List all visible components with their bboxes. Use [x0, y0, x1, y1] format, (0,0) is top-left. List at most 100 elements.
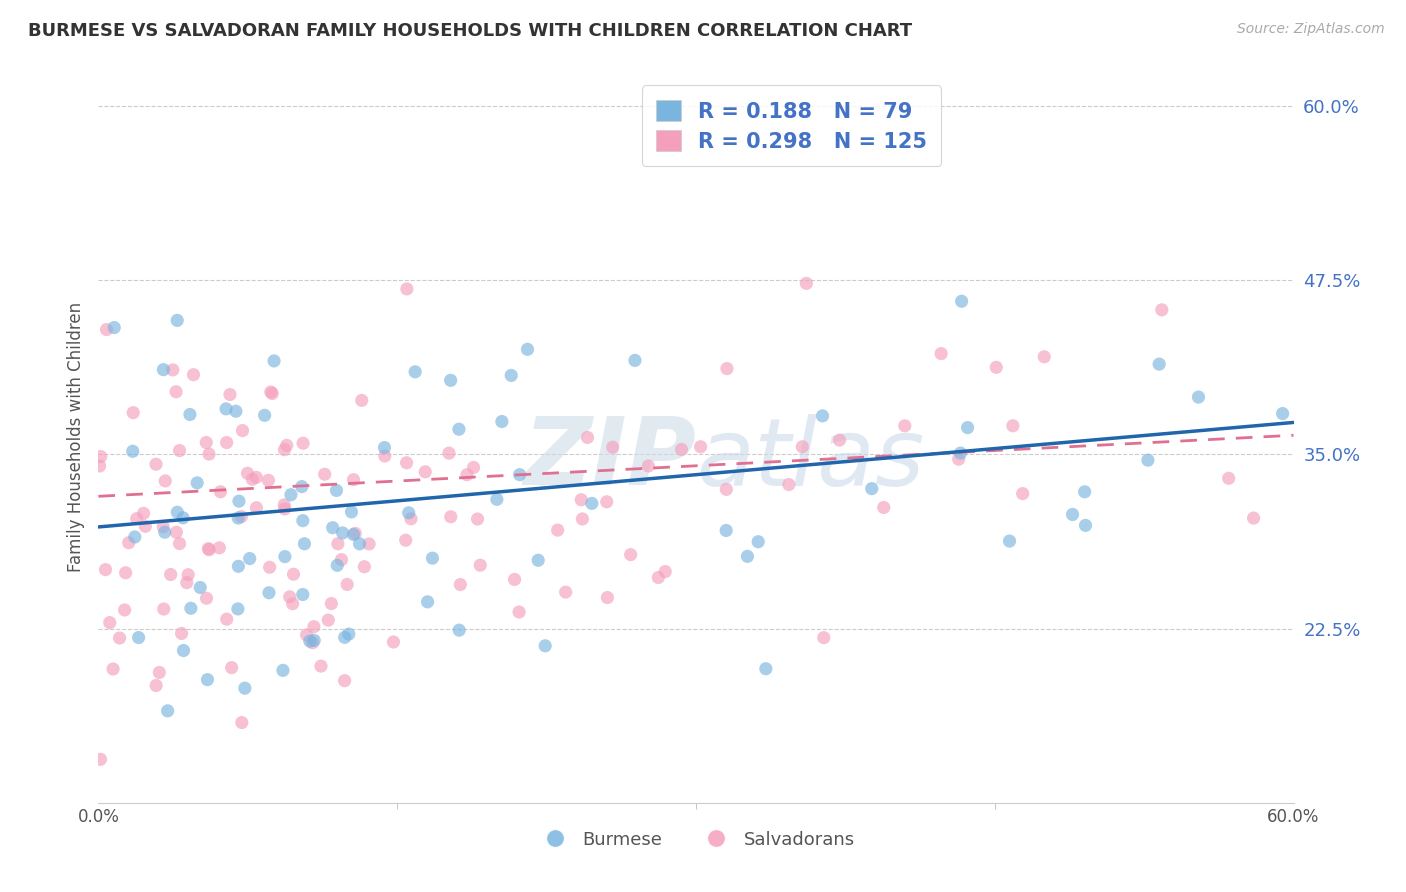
Point — [1011, 486, 1033, 500]
Point — [197, 673, 219, 687]
Point — [714, 524, 737, 538]
Point — [534, 639, 557, 653]
Point — [399, 512, 422, 526]
Point — [145, 457, 167, 471]
Point — [263, 354, 285, 368]
Point — [122, 406, 145, 420]
Point — [813, 631, 835, 645]
Point — [276, 438, 298, 452]
Point — [208, 541, 231, 555]
Point — [796, 277, 818, 291]
Text: atlas: atlas — [696, 414, 924, 505]
Point — [440, 373, 463, 387]
Point — [179, 408, 201, 422]
Point — [114, 566, 136, 580]
Point — [197, 541, 219, 556]
Point — [620, 548, 643, 562]
Point — [226, 511, 249, 525]
Point — [747, 534, 769, 549]
Point — [416, 595, 439, 609]
Point — [337, 627, 360, 641]
Point — [273, 498, 295, 512]
Point — [132, 507, 155, 521]
Point — [349, 537, 371, 551]
Point — [321, 597, 343, 611]
Point — [333, 673, 356, 688]
Point — [637, 458, 659, 473]
Point — [240, 472, 263, 486]
Point — [1062, 508, 1084, 522]
Point — [950, 294, 973, 309]
Point — [509, 467, 531, 482]
Point — [373, 441, 395, 455]
Point — [153, 525, 176, 540]
Point — [89, 752, 111, 766]
Point — [166, 313, 188, 327]
Point — [332, 526, 354, 541]
Point — [148, 665, 170, 680]
Point — [581, 496, 603, 510]
Point — [134, 519, 156, 533]
Point — [811, 409, 834, 423]
Point — [118, 535, 141, 549]
Point — [195, 435, 218, 450]
Point — [172, 643, 194, 657]
Point — [828, 433, 851, 447]
Point — [447, 422, 470, 436]
Point — [353, 559, 375, 574]
Point — [395, 282, 418, 296]
Point — [1073, 484, 1095, 499]
Point — [491, 415, 513, 429]
Point — [986, 360, 1008, 375]
Point — [280, 488, 302, 502]
Point — [257, 473, 280, 487]
Point — [949, 446, 972, 460]
Point — [463, 460, 485, 475]
Point — [956, 420, 979, 434]
Point — [1147, 357, 1170, 371]
Point — [929, 346, 952, 360]
Point — [98, 615, 121, 630]
Point — [344, 526, 367, 541]
Point — [155, 474, 177, 488]
Point — [271, 664, 294, 678]
Point — [325, 483, 347, 498]
Point — [260, 384, 283, 399]
Point — [456, 467, 478, 482]
Point — [89, 458, 111, 473]
Point — [501, 368, 523, 383]
Point — [145, 678, 167, 692]
Point — [257, 586, 280, 600]
Point — [177, 567, 200, 582]
Point — [1001, 418, 1024, 433]
Point — [998, 534, 1021, 549]
Point — [103, 320, 125, 334]
Point — [186, 475, 208, 490]
Point — [860, 482, 883, 496]
Point — [322, 521, 344, 535]
Point — [215, 435, 238, 450]
Point — [342, 527, 364, 541]
Point — [1074, 518, 1097, 533]
Point — [755, 662, 778, 676]
Point — [221, 660, 243, 674]
Point — [350, 393, 373, 408]
Point — [152, 602, 174, 616]
Point — [239, 551, 262, 566]
Point — [316, 613, 339, 627]
Point — [654, 565, 676, 579]
Point — [1271, 407, 1294, 421]
Point — [485, 492, 508, 507]
Point — [274, 502, 297, 516]
Point — [114, 603, 136, 617]
Point — [374, 449, 396, 463]
Point — [176, 575, 198, 590]
Point — [245, 470, 267, 484]
Point — [948, 452, 970, 467]
Point — [215, 401, 238, 416]
Point — [169, 536, 191, 550]
Point — [165, 525, 187, 540]
Point — [309, 659, 332, 673]
Point — [128, 631, 150, 645]
Point — [413, 465, 436, 479]
